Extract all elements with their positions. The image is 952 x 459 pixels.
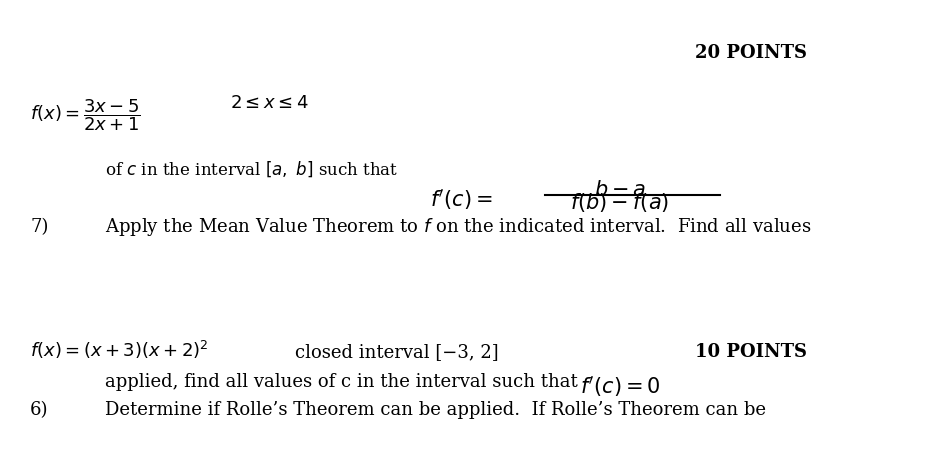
Text: closed interval [−3, 2]: closed interval [−3, 2] <box>295 342 499 360</box>
Text: $b - a$: $b - a$ <box>594 179 646 200</box>
Text: 20 POINTS: 20 POINTS <box>695 44 807 62</box>
Text: applied, find all values of c in the interval such that: applied, find all values of c in the int… <box>105 372 578 390</box>
Text: $2 \leq x \leq 4$: $2 \leq x \leq 4$ <box>230 94 308 112</box>
Text: $f(b) - f(a)$: $f(b) - f(a)$ <box>570 190 669 213</box>
Text: 6): 6) <box>30 400 49 418</box>
Text: $f^{\prime}(c) =$: $f^{\prime}(c) =$ <box>430 187 493 212</box>
Text: Apply the Mean Value Theorem to $f$ on the indicated interval.  Find all values: Apply the Mean Value Theorem to $f$ on t… <box>105 216 811 237</box>
Text: $f^{\prime}(c) = 0$: $f^{\prime}(c) = 0$ <box>580 373 661 398</box>
Text: 7): 7) <box>30 218 49 235</box>
Text: 10 POINTS: 10 POINTS <box>695 342 807 360</box>
Text: $f(x) = (x+3)(x+2)^{2}$: $f(x) = (x+3)(x+2)^{2}$ <box>30 338 208 360</box>
Text: of $c$ in the interval $[a,\ b]$ such that: of $c$ in the interval $[a,\ b]$ such th… <box>105 159 398 179</box>
Text: $f(x) = \dfrac{3x-5}{2x+1}$: $f(x) = \dfrac{3x-5}{2x+1}$ <box>30 97 141 133</box>
Text: Determine if Rolle’s Theorem can be applied.  If Rolle’s Theorem can be: Determine if Rolle’s Theorem can be appl… <box>105 400 766 418</box>
